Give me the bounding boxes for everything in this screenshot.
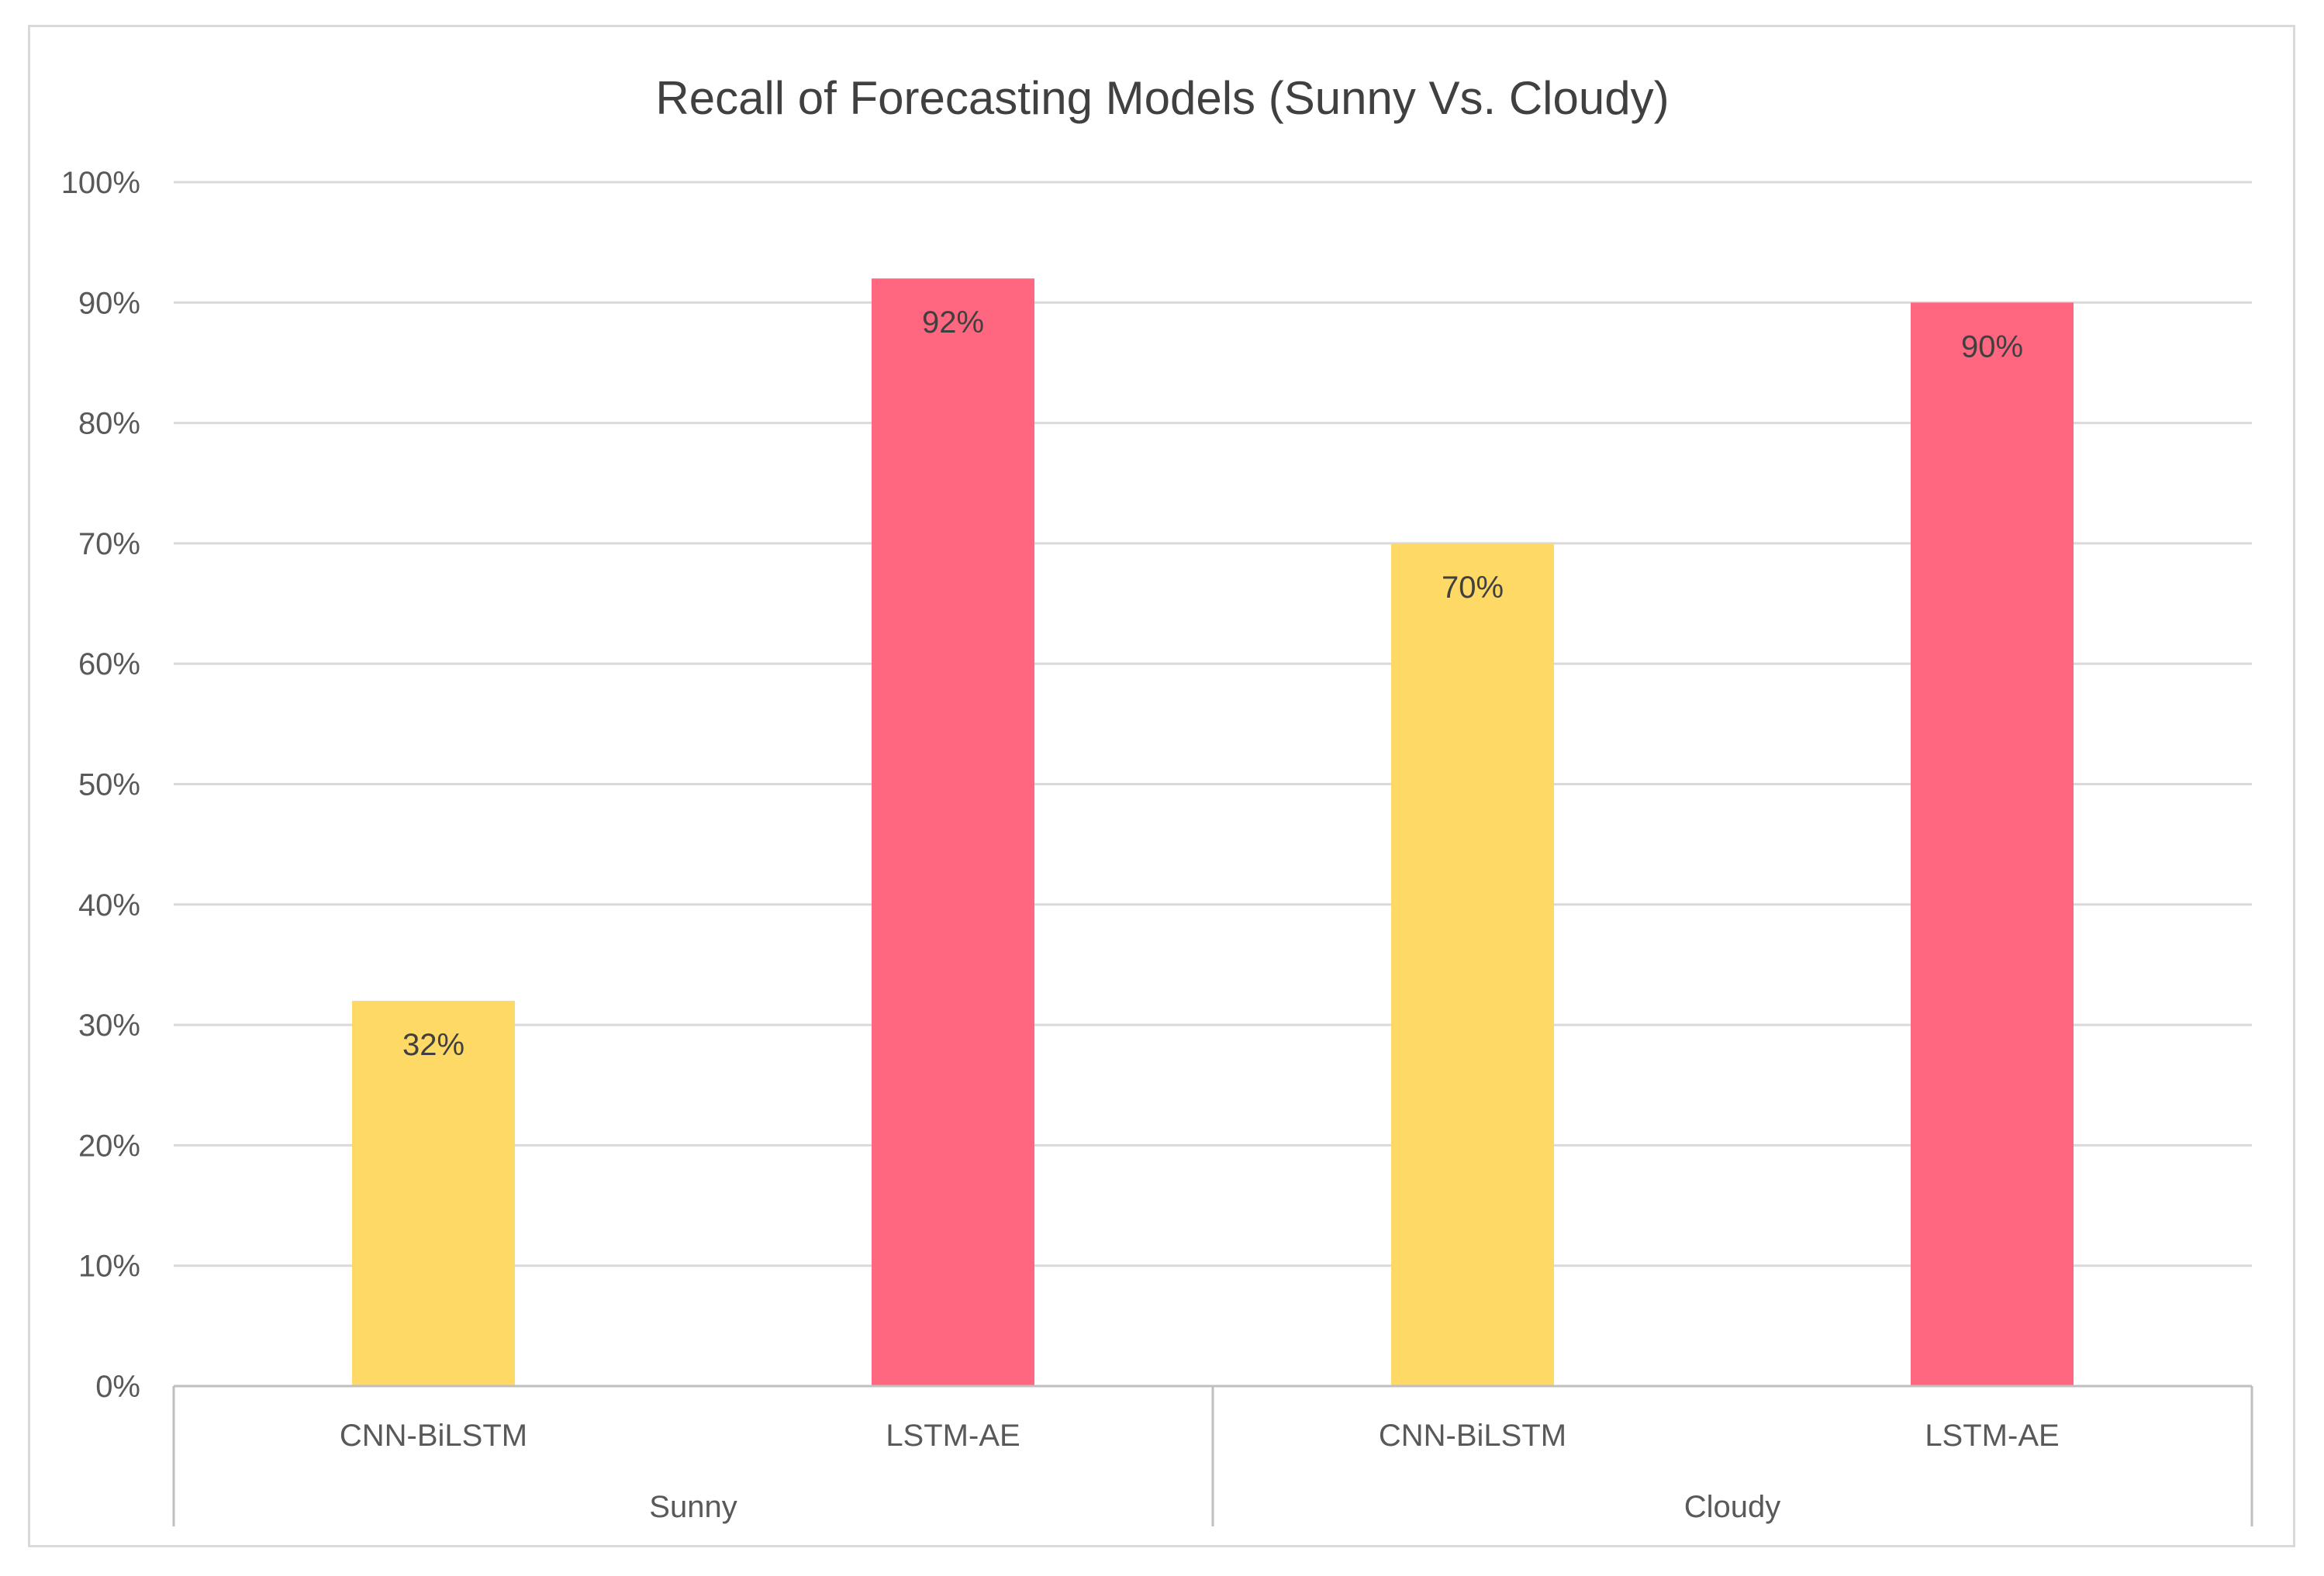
y-tick-label: 50% bbox=[78, 768, 140, 802]
bar bbox=[1391, 543, 1554, 1386]
x-tick-label: LSTM-AE bbox=[886, 1419, 1020, 1453]
data-label: 92% bbox=[922, 305, 984, 340]
y-tick-label: 20% bbox=[78, 1129, 140, 1163]
y-tick-label: 30% bbox=[78, 1009, 140, 1043]
bar bbox=[1911, 302, 2074, 1386]
chart-title: Recall of Forecasting Models (Sunny Vs. … bbox=[655, 72, 1669, 124]
data-labels: 32% 92% 70% 90% bbox=[402, 305, 2023, 1062]
data-label: 70% bbox=[1442, 571, 1504, 605]
group-label: Cloudy bbox=[1684, 1490, 1781, 1524]
y-tick-label: 100% bbox=[61, 166, 140, 200]
bar-chart: Recall of Forecasting Models (Sunny Vs. … bbox=[61, 72, 2253, 1526]
gridlines bbox=[174, 181, 2252, 1267]
y-tick-label: 60% bbox=[78, 647, 140, 681]
y-tick-label: 40% bbox=[78, 888, 140, 922]
x-tick-label: LSTM-AE bbox=[1925, 1419, 2059, 1453]
bars bbox=[352, 278, 2074, 1386]
bar bbox=[872, 278, 1034, 1386]
data-label: 32% bbox=[402, 1028, 464, 1062]
data-label: 90% bbox=[1961, 329, 2023, 364]
group-label: Sunny bbox=[649, 1490, 737, 1524]
y-tick-label: 0% bbox=[95, 1370, 140, 1404]
y-tick-label: 70% bbox=[78, 527, 140, 561]
x-tick-label: CNN-BiLSTM bbox=[1379, 1419, 1566, 1453]
y-tick-label: 90% bbox=[78, 286, 140, 320]
bar bbox=[352, 1001, 515, 1386]
x-axis: CNN-BiLSTM LSTM-AE Sunny CNN-BiLSTM LSTM-AE C… bbox=[172, 1385, 2253, 1526]
y-tick-label: 10% bbox=[78, 1250, 140, 1284]
y-axis-ticks: 0% 10% 20% 30% 40% 50% 60% 70% 80% 90% 100% bbox=[61, 166, 140, 1404]
chart-frame: Recall of Forecasting Models (Sunny Vs. … bbox=[28, 25, 2295, 1547]
y-tick-label: 80% bbox=[78, 407, 140, 441]
x-tick-label: CNN-BiLSTM bbox=[340, 1419, 527, 1453]
